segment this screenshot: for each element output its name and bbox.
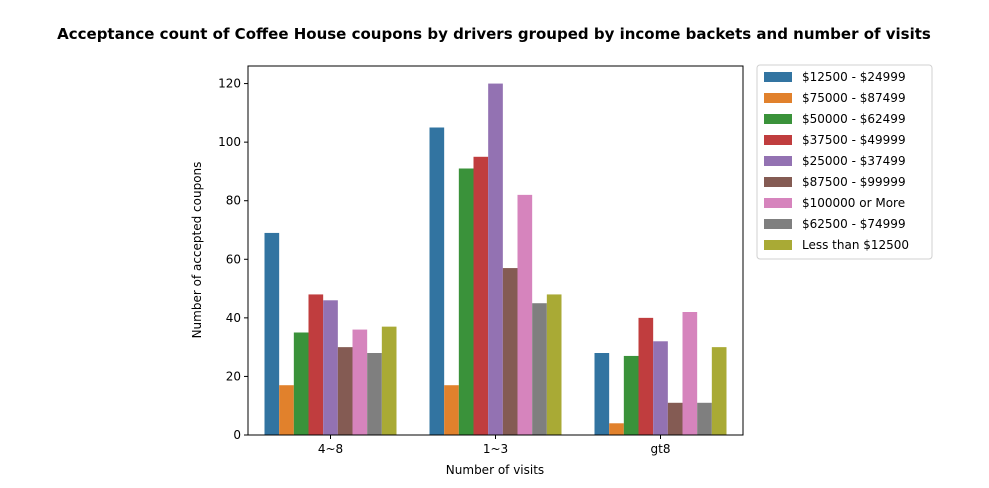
bar-series-6-cat-0 [352,329,368,435]
bar-series-3-cat-2 [638,317,654,435]
bars-layer [264,83,727,436]
bar-series-7-cat-2 [697,402,712,435]
y-axis-label: Number of accepted coupons [190,162,204,339]
bar-series-0-cat-0 [264,232,280,435]
bar-series-5-cat-2 [667,402,683,435]
bar-series-4-cat-1 [488,83,503,435]
legend-swatch-0 [764,72,792,82]
legend-swatch-6 [764,198,792,208]
y-tick-label-2: 40 [226,311,241,325]
legend-label-5: $87500 - $99999 [802,175,906,189]
y-tick-label-3: 60 [226,252,241,266]
bar-series-8-cat-2 [711,347,727,435]
y-tick-label-4: 80 [226,194,241,208]
y-tick-label-6: 120 [218,77,241,91]
legend-label-2: $50000 - $62499 [802,112,906,126]
bar-series-2-cat-0 [293,332,309,435]
bar-series-1-cat-2 [609,423,624,435]
bar-series-5-cat-0 [337,347,353,435]
bar-series-2-cat-1 [458,168,474,435]
y-tick-label-0: 0 [233,428,241,442]
legend-swatch-1 [764,93,792,103]
bar-series-3-cat-0 [308,294,324,435]
y-axis: 0 20 40 60 80 100 120 [218,77,248,442]
bar-series-4-cat-0 [323,300,338,435]
x-tick-label-1: 1~3 [483,442,508,456]
legend-label-6: $100000 or More [802,196,905,210]
bar-series-6-cat-1 [517,194,533,435]
x-tick-label-2: gt8 [651,442,671,456]
legend-frame [756,64,933,260]
legend-label-4: $25000 - $37499 [802,154,906,168]
legend-label-7: $62500 - $74999 [802,217,906,231]
bar-series-1-cat-0 [279,385,294,435]
legend-label-1: $75000 - $87499 [802,91,906,105]
legend-swatch-3 [764,135,792,145]
legend-swatch-2 [764,114,792,124]
bar-series-7-cat-0 [367,353,382,435]
chart-title: Acceptance count of Coffee House coupons… [57,25,931,43]
x-axis-label: Number of visits [446,463,544,477]
legend-swatch-8 [764,240,792,250]
legend-swatch-7 [764,219,792,229]
bar-series-0-cat-1 [429,127,445,435]
legend-label-3: $37500 - $49999 [802,133,906,147]
bar-series-6-cat-2 [682,312,698,435]
bar-series-5-cat-1 [502,268,518,435]
y-tick-label-1: 20 [226,369,241,383]
bar-series-4-cat-2 [653,341,668,435]
legend-label-8: Less than $12500 [802,238,909,252]
bar-series-8-cat-1 [546,294,562,435]
legend-swatch-5 [764,177,792,187]
bar-series-0-cat-2 [594,353,610,435]
legend-label-0: $12500 - $24999 [802,70,906,84]
bar-series-8-cat-0 [381,326,397,435]
bar-series-1-cat-1 [444,385,459,435]
legend: $12500 - $24999 $75000 - $87499 $50000 - $… [756,64,933,260]
y-tick-label-5: 100 [218,135,241,149]
bar-series-7-cat-1 [532,303,547,435]
bar-series-3-cat-1 [473,156,489,436]
x-axis: 4~8 1~3 gt8 [318,435,671,456]
bar-series-2-cat-2 [623,355,639,435]
legend-swatch-4 [764,156,792,166]
x-tick-label-0: 4~8 [318,442,343,456]
